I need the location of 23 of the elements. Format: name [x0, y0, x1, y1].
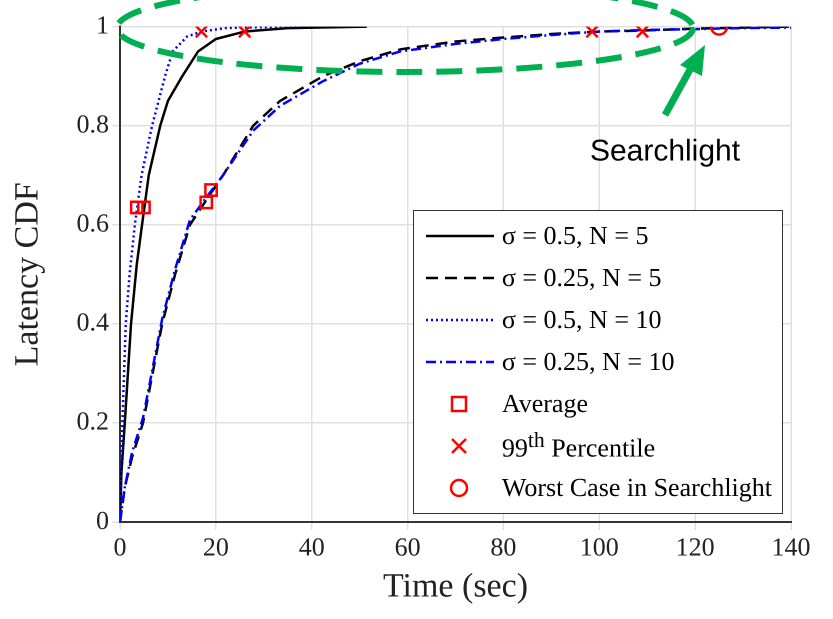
legend-label: Worst Case in Searchlight — [502, 473, 772, 503]
x-axis-title: Time (sec) — [382, 568, 528, 605]
x-tick-label: 100 — [580, 532, 619, 562]
y-axis-title: Latency CDF — [8, 182, 46, 366]
legend-label: σ = 0.5, N = 5 — [502, 221, 648, 251]
x-tick-label: 20 — [202, 532, 229, 562]
legend-label: σ = 0.25, N = 10 — [502, 347, 674, 377]
legend-label: σ = 0.5, N = 10 — [502, 305, 662, 335]
x-tick-label: 140 — [772, 532, 810, 562]
x-tick-label: 60 — [394, 532, 421, 562]
y-tick-label: 0.4 — [76, 308, 109, 337]
legend-label: σ = 0.25, N = 5 — [502, 263, 662, 293]
legend-label: Average — [502, 389, 588, 419]
y-tick-label: 0.6 — [76, 208, 109, 238]
y-tick-label: 0.2 — [76, 406, 109, 436]
y-tick-label: 1 — [96, 10, 109, 40]
y-tick-label: 0 — [96, 506, 109, 535]
annotation: Searchlight — [590, 134, 741, 168]
x-tick-label: 120 — [676, 532, 715, 562]
legend-label: 99$^{th}$ Percentile — [502, 428, 656, 464]
y-tick-label: 0.8 — [76, 110, 109, 139]
x-tick-label: 40 — [298, 532, 325, 562]
x-tick-label: 80 — [490, 532, 516, 562]
